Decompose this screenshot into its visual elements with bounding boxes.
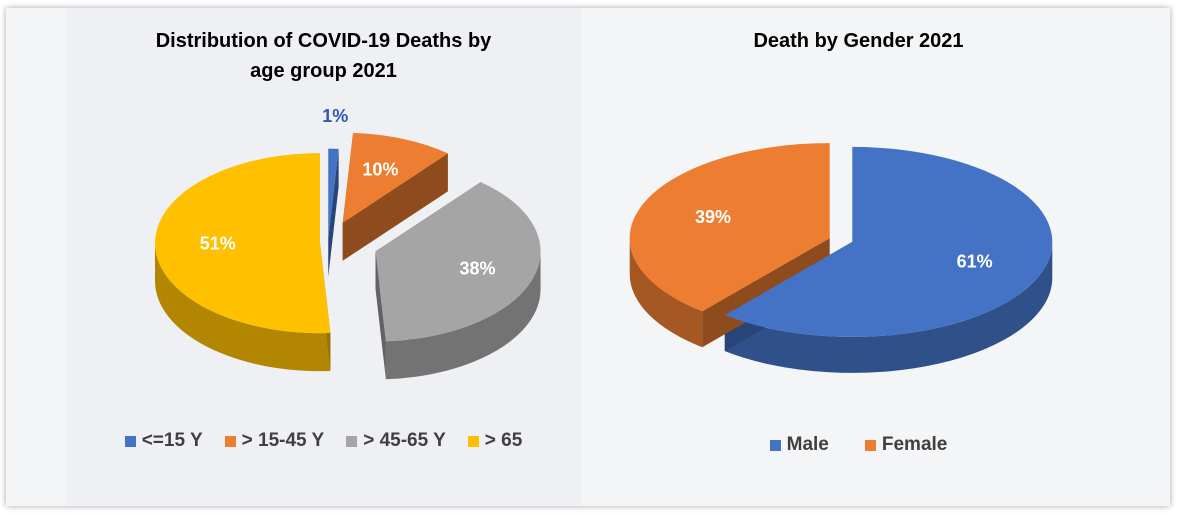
legend-swatch	[224, 435, 236, 447]
age-slice-wall-1-1	[342, 153, 448, 261]
age-slice-side-3	[155, 243, 331, 372]
chart-frame: Distribution of COVID-19 Deaths by age g…	[6, 8, 1170, 506]
gender-chart-title: Death by Gender 2021	[753, 30, 964, 52]
legend-label: > 45-65 Y	[363, 430, 446, 451]
age-slice-side-2	[385, 251, 541, 380]
age-slice-wall-2-1	[375, 251, 386, 380]
legend-item-female: Female	[864, 434, 948, 456]
age-data-label-3: 51%	[200, 234, 236, 254]
age-slice-1	[342, 132, 448, 223]
age-slice-wall-0-1	[328, 148, 339, 277]
age-chart-title-line1: Distribution of COVID-19 Deaths by	[155, 30, 492, 52]
age-data-label-2: 38%	[460, 258, 496, 278]
legend-swatch	[467, 435, 479, 447]
legend-item-15-45: > 15-45 Y	[224, 430, 325, 452]
legend-item-le15: <=15 Y	[124, 430, 203, 452]
legend-item-gt65: > 65	[467, 430, 523, 452]
gender-pie-chart: 61% 39%	[629, 143, 1053, 373]
age-pie-chart: 1% 10% 38% 51%	[155, 106, 541, 380]
legend-swatch	[346, 435, 358, 447]
legend-label: > 15-45 Y	[241, 430, 325, 451]
age-slice-2	[375, 182, 541, 342]
age-chart-legend: <=15 Y > 15-45 Y > 45-65 Y > 65	[66, 430, 581, 452]
gender-slice-0	[724, 146, 1053, 337]
age-data-label-0: 1%	[322, 106, 348, 126]
age-chart-panel: Distribution of COVID-19 Deaths by age g…	[66, 8, 581, 506]
age-slice-0	[328, 148, 339, 239]
gender-chart-panel: Death by Gender 2021 61% 39% Male Female	[601, 8, 1116, 506]
legend-item-45-65: > 45-65 Y	[346, 430, 446, 452]
legend-label: > 65	[484, 430, 523, 451]
legend-swatch	[864, 439, 876, 451]
gender-slice-1	[629, 143, 830, 312]
gender-slice-side-0	[724, 241, 1053, 373]
legend-swatch	[124, 435, 136, 447]
age-chart-title-line2: age group 2021	[250, 60, 397, 82]
legend-label: <=15 Y	[141, 430, 203, 451]
legend-label: Male	[786, 434, 829, 455]
age-slice-3	[155, 153, 331, 334]
gender-data-label-1: 39%	[695, 207, 731, 227]
legend-item-male: Male	[769, 434, 829, 456]
gender-chart-legend: Male Female	[601, 434, 1116, 456]
gender-data-label-0: 61%	[957, 252, 993, 272]
gender-slice-side-1	[629, 238, 703, 348]
legend-label: Female	[881, 434, 948, 455]
age-data-label-1: 10%	[362, 160, 398, 180]
legend-swatch	[769, 439, 781, 451]
